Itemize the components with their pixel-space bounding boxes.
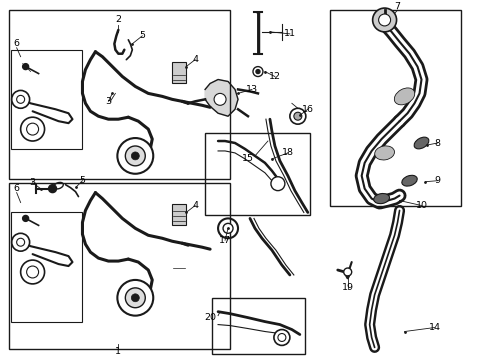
Circle shape [26,123,39,135]
Circle shape [23,64,28,69]
Bar [330,10,462,206]
Text: 2: 2 [115,15,122,24]
FancyBboxPatch shape [172,203,186,225]
Text: 18: 18 [282,148,294,157]
Text: 5: 5 [79,176,85,185]
Ellipse shape [54,183,63,189]
Circle shape [49,185,56,193]
Circle shape [214,93,226,105]
Text: 15: 15 [242,154,254,163]
Text: 4: 4 [192,55,198,64]
Circle shape [17,95,24,103]
Bar [11,50,82,149]
Text: 12: 12 [269,72,281,81]
Text: 5: 5 [139,31,146,40]
Circle shape [26,266,39,278]
Circle shape [21,260,45,284]
Text: 7: 7 [394,1,400,10]
Circle shape [131,152,139,160]
Circle shape [125,146,145,166]
Text: 14: 14 [428,323,441,332]
Circle shape [379,14,391,26]
Text: 6: 6 [14,184,20,193]
Circle shape [131,294,139,302]
Text: 9: 9 [435,176,441,185]
Circle shape [256,69,260,73]
Bar [11,212,82,321]
Circle shape [125,288,145,308]
Text: 10: 10 [416,201,427,210]
Circle shape [17,238,24,246]
Circle shape [23,215,28,221]
Circle shape [12,233,29,251]
Circle shape [21,117,45,141]
Ellipse shape [375,146,394,160]
Circle shape [118,280,153,316]
Bar [205,133,310,215]
Bar [9,183,230,350]
Circle shape [294,112,302,120]
Text: 4: 4 [192,201,198,210]
Circle shape [118,138,153,174]
Ellipse shape [402,175,417,186]
Text: 6: 6 [14,39,20,48]
Ellipse shape [394,88,415,105]
Text: 19: 19 [342,283,354,292]
Text: 20: 20 [204,313,216,322]
Circle shape [274,329,290,345]
Text: 8: 8 [435,139,441,148]
Text: 3: 3 [105,97,111,106]
Ellipse shape [414,137,429,149]
FancyBboxPatch shape [172,62,186,84]
Polygon shape [205,80,238,116]
Circle shape [223,223,233,233]
Circle shape [290,108,306,124]
Circle shape [278,333,286,341]
Circle shape [253,67,263,77]
Bar [212,298,305,354]
Circle shape [12,90,29,108]
Circle shape [343,268,352,276]
Circle shape [271,177,285,191]
Circle shape [372,8,396,32]
Text: 3: 3 [29,178,36,187]
Circle shape [218,219,238,238]
Text: 17: 17 [219,236,231,245]
Ellipse shape [374,193,390,204]
Text: 16: 16 [302,105,314,114]
Text: 11: 11 [284,30,296,39]
Text: 1: 1 [115,347,122,356]
Bar [9,10,230,179]
Text: 13: 13 [246,85,258,94]
